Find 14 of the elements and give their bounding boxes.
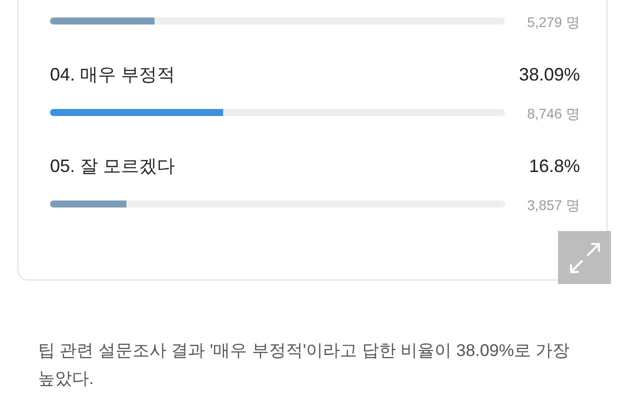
bar (126, 200, 505, 208)
text: 3,857 명 (527, 197, 580, 213)
bar (50, 18, 155, 24)
text: 8,746 명 (527, 106, 580, 122)
bar (223, 109, 505, 116)
bar (154, 18, 505, 24)
y-tick-label: 05. 잘 모르겠다 (50, 156, 176, 176)
data-label: 38.09% (518, 64, 580, 84)
bar (50, 109, 224, 116)
y-tick-label: 04. 매우 부정적 (50, 64, 176, 84)
data-label: 16.8% (528, 156, 580, 176)
text: 팁 관련 설문조사 결과 '매우 부정적'이라고 답한 비율이 38.09%로 가장 높았다. (38, 340, 570, 388)
bar (50, 200, 126, 208)
text: 5,279 명 (527, 14, 580, 30)
